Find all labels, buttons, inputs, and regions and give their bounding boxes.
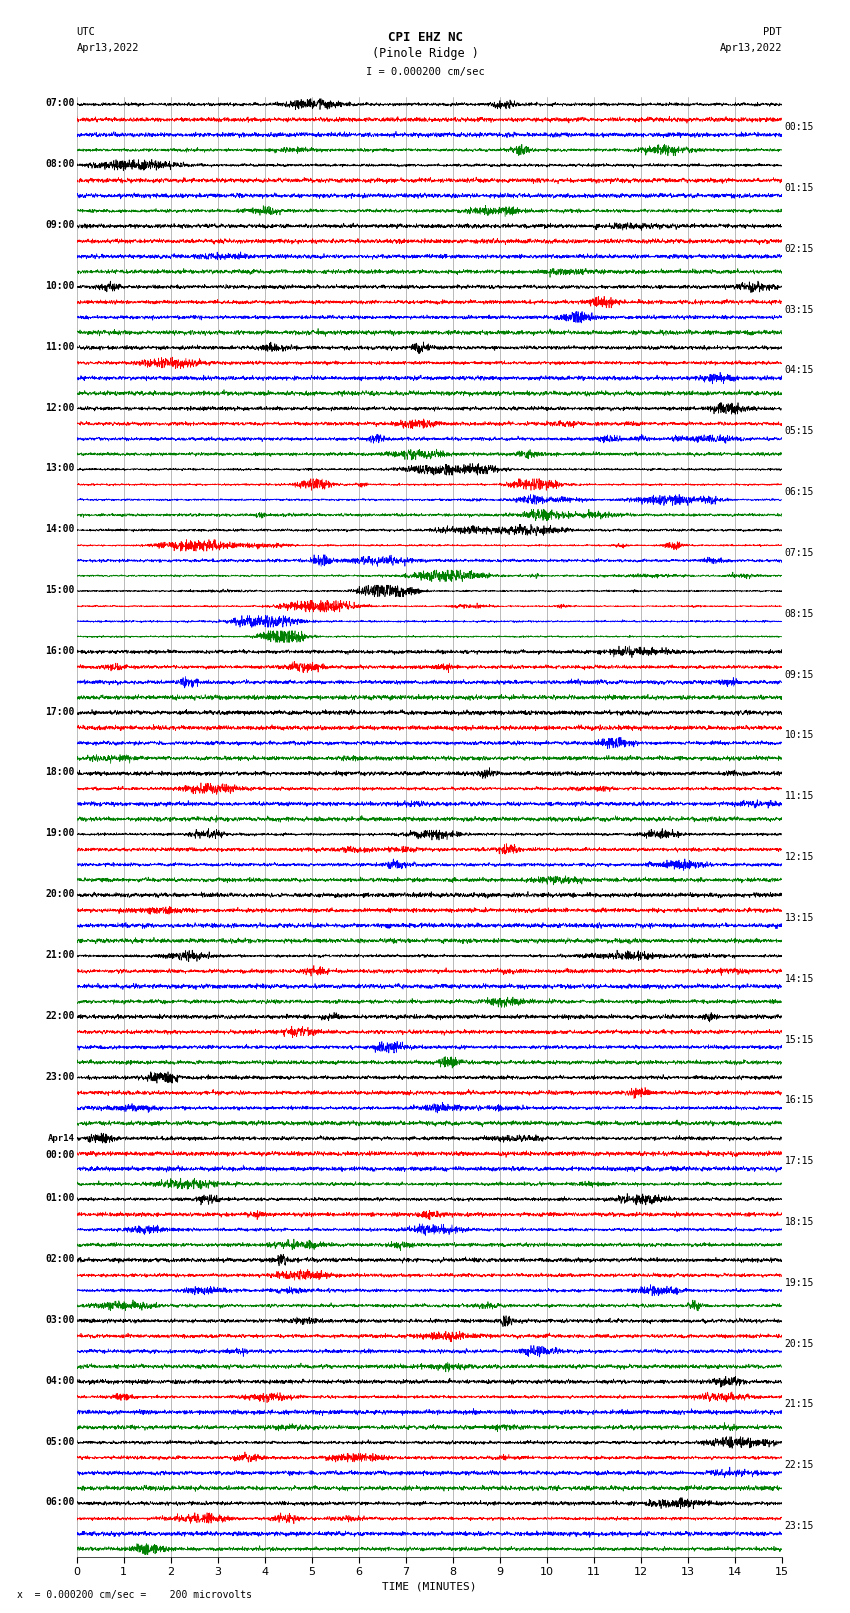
Text: 22:00: 22:00 <box>45 1011 75 1021</box>
Text: 01:15: 01:15 <box>785 182 814 194</box>
Text: 04:15: 04:15 <box>785 366 814 376</box>
Text: 17:00: 17:00 <box>45 706 75 716</box>
Text: Apr14: Apr14 <box>48 1134 75 1144</box>
Text: 00:00: 00:00 <box>45 1150 75 1160</box>
Text: 03:15: 03:15 <box>785 305 814 315</box>
Text: 14:15: 14:15 <box>785 974 814 984</box>
Text: 13:15: 13:15 <box>785 913 814 923</box>
Text: 10:00: 10:00 <box>45 281 75 290</box>
Text: 15:15: 15:15 <box>785 1034 814 1045</box>
Text: 10:15: 10:15 <box>785 731 814 740</box>
X-axis label: TIME (MINUTES): TIME (MINUTES) <box>382 1581 477 1590</box>
Text: 13:00: 13:00 <box>45 463 75 473</box>
Text: 14:00: 14:00 <box>45 524 75 534</box>
Text: 09:00: 09:00 <box>45 219 75 231</box>
Text: 23:15: 23:15 <box>785 1521 814 1531</box>
Text: 20:15: 20:15 <box>785 1339 814 1348</box>
Text: 06:15: 06:15 <box>785 487 814 497</box>
Text: 08:00: 08:00 <box>45 160 75 169</box>
Text: Apr13,2022: Apr13,2022 <box>76 44 139 53</box>
Text: 09:15: 09:15 <box>785 669 814 679</box>
Text: 11:00: 11:00 <box>45 342 75 352</box>
Text: 02:00: 02:00 <box>45 1253 75 1265</box>
Text: 17:15: 17:15 <box>785 1157 814 1166</box>
Text: PDT: PDT <box>763 27 782 37</box>
Text: 07:15: 07:15 <box>785 548 814 558</box>
Text: 18:15: 18:15 <box>785 1218 814 1227</box>
Text: 08:15: 08:15 <box>785 608 814 619</box>
Text: (Pinole Ridge ): (Pinole Ridge ) <box>371 47 479 60</box>
Text: 02:15: 02:15 <box>785 244 814 253</box>
Text: 22:15: 22:15 <box>785 1460 814 1471</box>
Text: 20:00: 20:00 <box>45 889 75 898</box>
Text: 03:00: 03:00 <box>45 1315 75 1324</box>
Text: 04:00: 04:00 <box>45 1376 75 1386</box>
Text: 19:15: 19:15 <box>785 1277 814 1287</box>
Text: 11:15: 11:15 <box>785 792 814 802</box>
Text: UTC: UTC <box>76 27 95 37</box>
Text: 15:00: 15:00 <box>45 586 75 595</box>
Text: I = 0.000200 cm/sec: I = 0.000200 cm/sec <box>366 68 484 77</box>
Text: 16:00: 16:00 <box>45 645 75 656</box>
Text: 05:00: 05:00 <box>45 1437 75 1447</box>
Text: 05:15: 05:15 <box>785 426 814 436</box>
Text: Apr13,2022: Apr13,2022 <box>719 44 782 53</box>
Text: 21:00: 21:00 <box>45 950 75 960</box>
Text: 19:00: 19:00 <box>45 829 75 839</box>
Text: 12:15: 12:15 <box>785 852 814 861</box>
Text: 23:00: 23:00 <box>45 1071 75 1082</box>
Text: 01:00: 01:00 <box>45 1194 75 1203</box>
Text: 16:15: 16:15 <box>785 1095 814 1105</box>
Text: 18:00: 18:00 <box>45 768 75 777</box>
Text: 00:15: 00:15 <box>785 123 814 132</box>
Text: CPI EHZ NC: CPI EHZ NC <box>388 31 462 44</box>
Text: 12:00: 12:00 <box>45 403 75 413</box>
Text: 21:15: 21:15 <box>785 1400 814 1410</box>
Text: x  = 0.000200 cm/sec =    200 microvolts: x = 0.000200 cm/sec = 200 microvolts <box>17 1590 252 1600</box>
Text: 06:00: 06:00 <box>45 1497 75 1507</box>
Text: 07:00: 07:00 <box>45 98 75 108</box>
